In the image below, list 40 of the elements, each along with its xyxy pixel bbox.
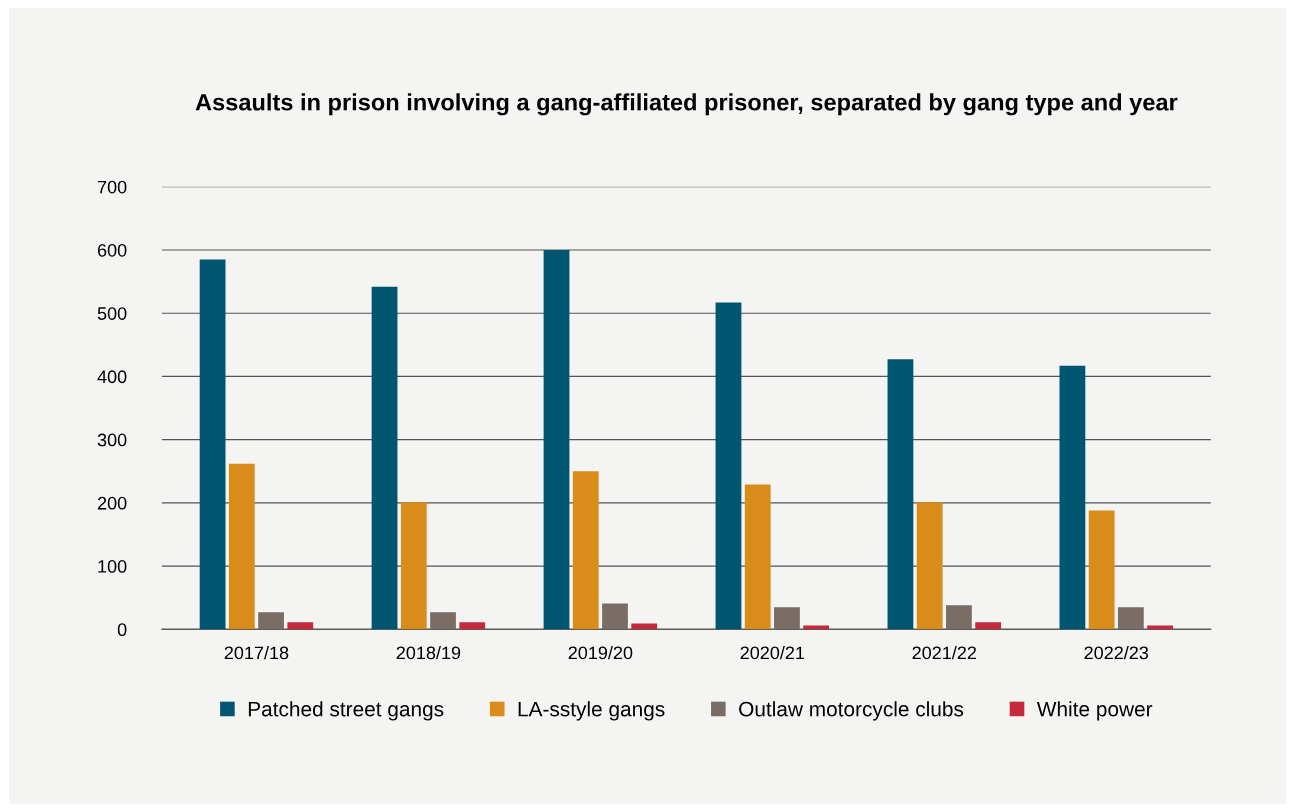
bar bbox=[199, 259, 226, 630]
y-tick-label: 400 bbox=[97, 370, 127, 384]
bar bbox=[228, 463, 255, 630]
y-tick-label: 600 bbox=[97, 243, 127, 257]
bar bbox=[258, 612, 284, 630]
bar bbox=[1088, 510, 1115, 630]
bar bbox=[916, 502, 943, 630]
bar bbox=[1059, 365, 1086, 630]
chart-title: Assaults in prison involving a gang-affiliated prisoner, separated by gang type and year bbox=[195, 93, 1178, 116]
bar bbox=[400, 502, 427, 630]
bar bbox=[572, 471, 599, 630]
bar bbox=[287, 622, 314, 630]
y-tick-label: 200 bbox=[97, 496, 127, 510]
x-tick-label: 2019/20 bbox=[568, 645, 633, 660]
y-tick-label: 300 bbox=[97, 433, 127, 447]
x-tick-label: 2017/18 bbox=[224, 645, 289, 660]
legend-label: Patched street gangs bbox=[248, 701, 444, 721]
y-tick-label: 0 bbox=[117, 623, 127, 637]
x-tick-label: 2022/23 bbox=[1084, 645, 1149, 660]
legend-label: White power bbox=[1036, 701, 1153, 721]
bar bbox=[715, 302, 742, 630]
y-tick-label: 500 bbox=[97, 307, 127, 320]
x-tick-label: 2020/21 bbox=[740, 645, 805, 660]
bar bbox=[946, 605, 972, 630]
y-tick-label: 100 bbox=[98, 560, 127, 573]
bar bbox=[430, 612, 456, 630]
bar bbox=[887, 359, 914, 630]
bar bbox=[371, 286, 398, 630]
bar bbox=[975, 622, 1002, 630]
y-tick-label: 700 bbox=[97, 180, 127, 194]
bar bbox=[774, 607, 800, 630]
legend-label: LA-sstyle gangs bbox=[518, 701, 665, 721]
legend-label: Outlaw motorcycle clubs bbox=[739, 701, 964, 721]
bar bbox=[602, 603, 628, 630]
x-tick-label: 2018/19 bbox=[396, 645, 461, 660]
bar bbox=[459, 622, 486, 630]
x-tick-label: 2021/22 bbox=[912, 645, 977, 660]
bar bbox=[1117, 607, 1144, 630]
bar bbox=[543, 249, 570, 630]
bar bbox=[744, 484, 771, 630]
